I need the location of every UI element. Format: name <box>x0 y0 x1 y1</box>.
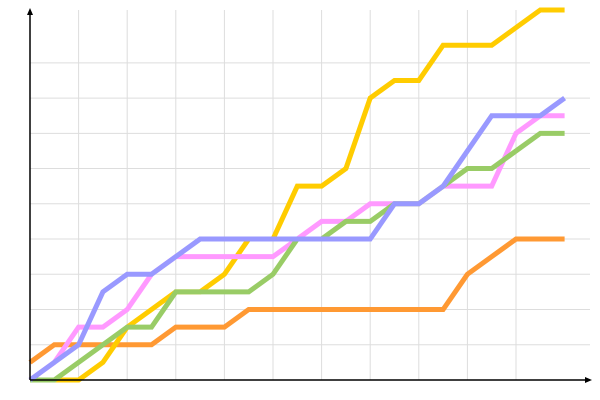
series-line-2 <box>30 7 565 383</box>
x-axis-arrow-icon <box>585 377 592 383</box>
grid <box>30 10 590 380</box>
y-axis-arrow-icon <box>27 8 33 15</box>
series-line-1 <box>28 236 565 365</box>
series-line-5 <box>28 96 567 383</box>
series-lines <box>28 7 567 383</box>
axes <box>27 8 592 383</box>
